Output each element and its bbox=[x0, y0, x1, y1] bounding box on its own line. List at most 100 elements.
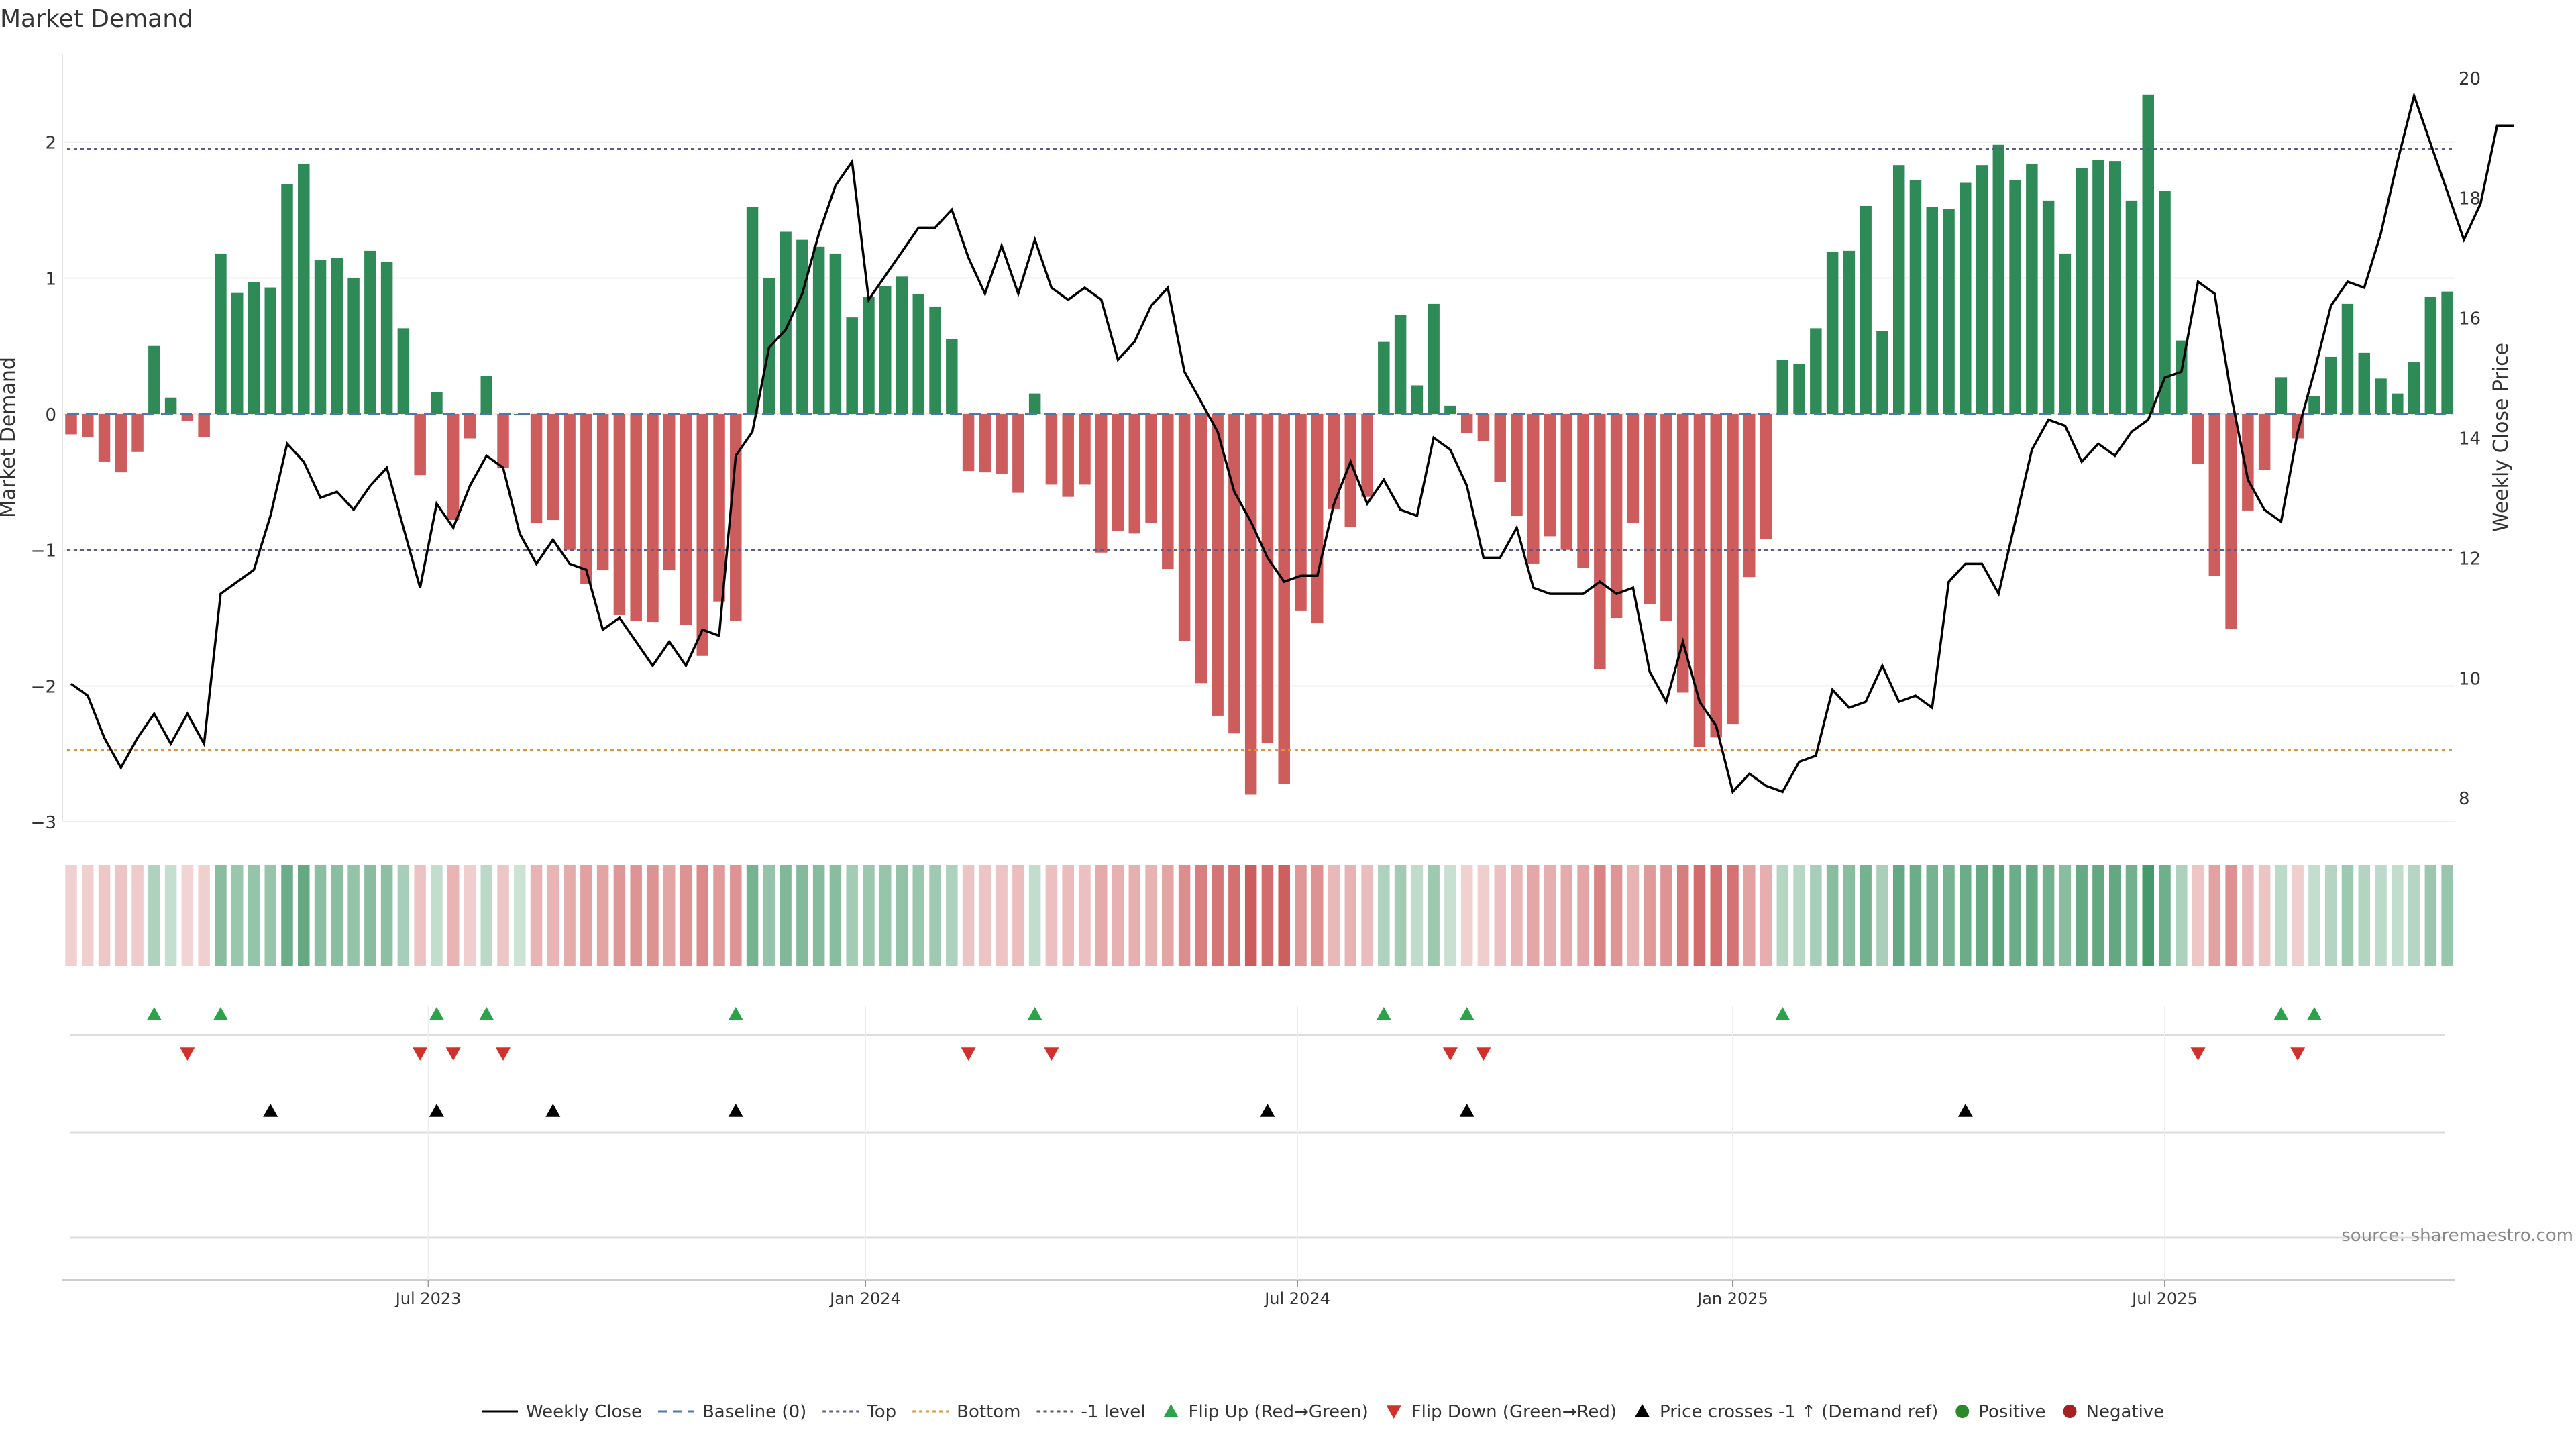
legend-label: Weekly Close bbox=[526, 1402, 642, 1422]
demand-bar bbox=[2026, 164, 2038, 415]
heat-strip-cell bbox=[2009, 865, 2021, 966]
legend-item: Bottom bbox=[912, 1402, 1021, 1422]
flip-up-marker bbox=[728, 1007, 743, 1020]
heat-strip-cell bbox=[2341, 865, 2354, 966]
demand-bar bbox=[812, 246, 825, 415]
heat-strip-cell bbox=[98, 865, 111, 966]
heat-strip-cell bbox=[1162, 865, 1174, 966]
flip-up-marker bbox=[1775, 1007, 1790, 1020]
source-note: source: sharemaestro.com bbox=[2341, 1226, 2573, 1246]
price-cross-marker bbox=[728, 1104, 743, 1117]
demand-bar bbox=[480, 376, 492, 415]
heat-strip-cell bbox=[2026, 865, 2038, 966]
heat-strip-cell bbox=[564, 865, 576, 966]
heat-strip-cell bbox=[2292, 865, 2304, 966]
x-tick-label: Jul 2023 bbox=[394, 1289, 462, 1308]
heat-strip-cell bbox=[846, 865, 858, 966]
y2-tick-label: 14 bbox=[2459, 429, 2481, 449]
flip-down-marker bbox=[180, 1047, 195, 1061]
event-markers bbox=[70, 1007, 2445, 1239]
legend-item: Negative bbox=[2063, 1402, 2164, 1422]
demand-bar bbox=[464, 414, 476, 439]
demand-bar bbox=[1394, 315, 1407, 415]
legend-item: Positive bbox=[1955, 1402, 2046, 1422]
flip-down-marker bbox=[2190, 1047, 2206, 1061]
reference-lines bbox=[67, 148, 2452, 751]
heat-strip-cell bbox=[1045, 865, 1058, 966]
demand-bar bbox=[1244, 414, 1257, 795]
demand-bar bbox=[198, 414, 210, 437]
heat-strip-cell bbox=[1195, 865, 1208, 966]
heat-strip-cell bbox=[746, 865, 759, 966]
heat-strip-cell bbox=[2208, 865, 2221, 966]
heat-strip-cell bbox=[1743, 865, 1756, 966]
heat-strip-cell bbox=[1079, 865, 1091, 966]
heat-strip-cell bbox=[464, 865, 476, 966]
x-tick-labels: Jul 2023 Jan 2024 Jul 2024 Jan 2025 Jul 2025 bbox=[394, 1006, 2198, 1308]
heat-strip-cell bbox=[1594, 865, 1606, 966]
heat-strip-cell bbox=[912, 865, 925, 966]
legend-item: Baseline (0) bbox=[657, 1402, 806, 1422]
heat-strip-cell bbox=[82, 865, 94, 966]
heat-strip-cell bbox=[1644, 865, 1656, 966]
heat-strip-cell bbox=[1976, 865, 1988, 966]
demand-bar bbox=[2208, 414, 2221, 576]
heat-strip-cell bbox=[1444, 865, 1456, 966]
heat-strip-cell bbox=[2242, 865, 2254, 966]
heat-strip-cell bbox=[2092, 865, 2104, 966]
demand-bar bbox=[829, 253, 842, 415]
demand-bar bbox=[1295, 414, 1307, 611]
heat-strip-cell bbox=[1344, 865, 1357, 966]
demand-bar bbox=[1228, 414, 1240, 734]
heat-strip-cell bbox=[1394, 865, 1407, 966]
heat-strip-cell bbox=[596, 865, 609, 966]
demand-bar bbox=[414, 414, 426, 476]
demand-bar bbox=[2324, 356, 2337, 415]
y-gridlines bbox=[62, 141, 2455, 822]
demand-bar bbox=[1212, 414, 1224, 716]
demand-bar bbox=[98, 414, 111, 462]
demand-bar bbox=[730, 414, 742, 621]
demand-bar bbox=[1892, 165, 1905, 415]
demand-bar bbox=[713, 414, 725, 602]
y-tick-label: −1 bbox=[31, 541, 56, 561]
demand-bar bbox=[1411, 385, 1424, 415]
demand-bar bbox=[1012, 414, 1024, 493]
heat-strip-cell bbox=[1960, 865, 1972, 966]
heat-strip-cell bbox=[1328, 865, 1340, 966]
flip-up-marker bbox=[213, 1007, 228, 1020]
demand-bar bbox=[1460, 414, 1473, 433]
heat-strip-cell bbox=[2441, 865, 2453, 966]
flip-down-marker bbox=[1476, 1047, 1491, 1061]
demand-bars bbox=[65, 94, 2453, 795]
legend-item: Price crosses -1 ↑ (Demand ref) bbox=[1635, 1402, 1938, 1422]
price-cross-marker bbox=[429, 1104, 444, 1117]
demand-bar bbox=[364, 250, 376, 415]
x-tick-label: Jul 2024 bbox=[1263, 1289, 1330, 1308]
heat-strip-cell bbox=[630, 865, 642, 966]
heat-strip-cell bbox=[2142, 865, 2154, 966]
demand-bar bbox=[1544, 414, 1556, 537]
demand-bar bbox=[1028, 393, 1041, 415]
demand-bar bbox=[1810, 328, 1822, 415]
heat-strip-cell bbox=[1926, 865, 1938, 966]
demand-bar bbox=[596, 414, 609, 571]
heat-strip-cell bbox=[1843, 865, 1856, 966]
weekly-close-line bbox=[70, 91, 2514, 794]
heat-strip-cell bbox=[380, 865, 393, 966]
heat-strip-cell bbox=[2059, 865, 2072, 966]
flip-down-marker bbox=[445, 1047, 461, 1061]
heat-strip-cell bbox=[1727, 865, 1739, 966]
heat-strip-cell bbox=[1311, 865, 1324, 966]
flip-down-marker bbox=[1442, 1047, 1458, 1061]
legend-label: Flip Down (Green→Red) bbox=[1411, 1402, 1617, 1422]
legend-item: Flip Down (Green→Red) bbox=[1386, 1402, 1617, 1422]
demand-bar bbox=[281, 184, 293, 415]
legend-swatch bbox=[1955, 1405, 1970, 1418]
heat-strip-cell bbox=[946, 865, 958, 966]
demand-bar bbox=[497, 414, 509, 469]
heat-strip-cell bbox=[2358, 865, 2371, 966]
y-tick-label: 0 bbox=[45, 405, 56, 425]
